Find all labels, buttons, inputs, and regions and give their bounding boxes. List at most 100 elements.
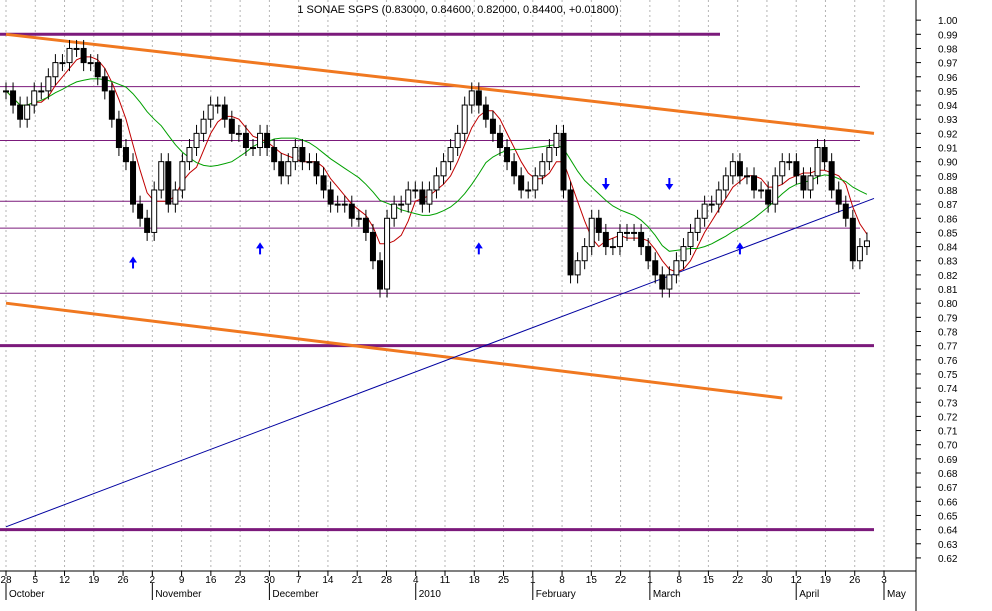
candle-down bbox=[560, 132, 567, 191]
candle-up bbox=[433, 175, 440, 191]
candle-up bbox=[73, 47, 80, 50]
candle-up bbox=[292, 147, 299, 163]
candle-down bbox=[496, 132, 503, 149]
candle-up bbox=[743, 175, 750, 178]
x-tick-label: 25 bbox=[498, 575, 510, 586]
candle-down bbox=[108, 90, 115, 120]
buy-signal-arrow-icon bbox=[129, 256, 138, 269]
candle-up bbox=[863, 240, 870, 248]
y-tick-label: 0.90 bbox=[938, 158, 958, 169]
y-tick-label: 0.71 bbox=[938, 427, 958, 438]
y-tick-label: 0.69 bbox=[938, 455, 958, 466]
x-tick-label: 23 bbox=[235, 575, 247, 586]
y-tick-label: 0.67 bbox=[938, 483, 958, 494]
candle-down bbox=[645, 246, 652, 262]
y-tick-label: 0.65 bbox=[938, 511, 958, 522]
y-tick-label: 0.97 bbox=[938, 59, 958, 70]
x-tick-label: 18 bbox=[469, 575, 481, 586]
candle-up bbox=[461, 104, 468, 134]
candle-down bbox=[475, 90, 482, 106]
candle-up bbox=[52, 62, 59, 78]
y-tick-label: 0.83 bbox=[938, 257, 958, 268]
y-tick-label: 0.82 bbox=[938, 271, 958, 282]
candle-up bbox=[624, 231, 631, 234]
y-tick-label: 0.87 bbox=[938, 200, 958, 211]
candle-up bbox=[334, 203, 341, 206]
x-tick-label: 19 bbox=[820, 575, 832, 586]
y-tick-label: 0.86 bbox=[938, 214, 958, 225]
candle-down bbox=[489, 118, 496, 134]
candle-down bbox=[94, 62, 101, 78]
y-tick-label: 0.78 bbox=[938, 327, 958, 338]
y-tick-label: 0.89 bbox=[938, 172, 958, 183]
x-tick-label: 8 bbox=[676, 575, 682, 586]
candle-down bbox=[419, 189, 426, 205]
candle-down bbox=[144, 217, 151, 233]
y-tick-label: 0.79 bbox=[938, 313, 958, 324]
candle-down bbox=[264, 132, 271, 149]
x-tick-label: 22 bbox=[615, 575, 627, 586]
candle-down bbox=[567, 189, 574, 276]
candle-up bbox=[616, 231, 623, 248]
candle-up bbox=[412, 189, 419, 192]
candle-up bbox=[814, 147, 821, 177]
candle-down bbox=[842, 203, 849, 219]
sell-signal-arrow-icon bbox=[665, 177, 674, 190]
candle-down bbox=[765, 189, 772, 205]
candle-down bbox=[320, 175, 327, 191]
month-label: March bbox=[653, 589, 681, 600]
candle-up bbox=[680, 246, 687, 262]
x-tick-label: 7 bbox=[296, 575, 302, 586]
candle-up bbox=[355, 217, 362, 220]
y-tick-label: 0.72 bbox=[938, 412, 958, 423]
candle-down bbox=[638, 231, 645, 248]
month-label: 2010 bbox=[419, 589, 442, 600]
candle-down bbox=[80, 47, 87, 64]
candle-down bbox=[482, 104, 489, 120]
long-term-trend-line bbox=[5, 197, 875, 528]
x-tick-label: 28 bbox=[0, 575, 12, 586]
month-label: April bbox=[799, 589, 819, 600]
y-tick-label: 0.99 bbox=[938, 30, 958, 41]
grid-lines bbox=[5, 0, 885, 571]
candle-down bbox=[751, 175, 758, 191]
y-tick-label: 0.77 bbox=[938, 342, 958, 353]
candle-down bbox=[800, 175, 807, 191]
candle-up bbox=[715, 189, 722, 205]
candle-up bbox=[673, 260, 680, 276]
candle-up bbox=[786, 161, 793, 164]
y-tick-label: 0.66 bbox=[938, 497, 958, 508]
x-tick-label: 26 bbox=[849, 575, 861, 586]
y-tick-label: 0.80 bbox=[938, 299, 958, 310]
candlesticks bbox=[3, 39, 870, 298]
y-tick-label: 0.96 bbox=[938, 73, 958, 84]
candle-down bbox=[137, 203, 144, 219]
candle-down bbox=[122, 147, 129, 163]
candle-up bbox=[214, 104, 221, 107]
candle-down bbox=[835, 189, 842, 205]
x-tick-label: 21 bbox=[352, 575, 364, 586]
candle-up bbox=[235, 132, 242, 135]
x-tick-label: 3 bbox=[881, 575, 887, 586]
candle-down bbox=[348, 203, 355, 219]
y-tick-label: 0.85 bbox=[938, 228, 958, 239]
candle-down bbox=[271, 147, 278, 163]
x-tick-label: 19 bbox=[88, 575, 100, 586]
candle-up bbox=[666, 274, 673, 290]
candle-up bbox=[588, 217, 595, 248]
y-tick-label: 0.70 bbox=[938, 441, 958, 452]
buy-signal-arrow-icon bbox=[256, 242, 265, 255]
candle-up bbox=[249, 147, 256, 150]
lower-trend-channel-line bbox=[5, 301, 783, 400]
y-tick-label: 0.94 bbox=[938, 101, 958, 112]
x-tick-label: 26 bbox=[118, 575, 130, 586]
candle-down bbox=[115, 118, 122, 149]
candle-down bbox=[821, 147, 828, 163]
x-tick-label: 1 bbox=[647, 575, 653, 586]
candle-up bbox=[581, 246, 588, 262]
y-tick-label: 0.98 bbox=[938, 44, 958, 55]
candle-up bbox=[87, 62, 94, 65]
candle-up bbox=[193, 132, 200, 149]
month-label: February bbox=[536, 589, 576, 600]
